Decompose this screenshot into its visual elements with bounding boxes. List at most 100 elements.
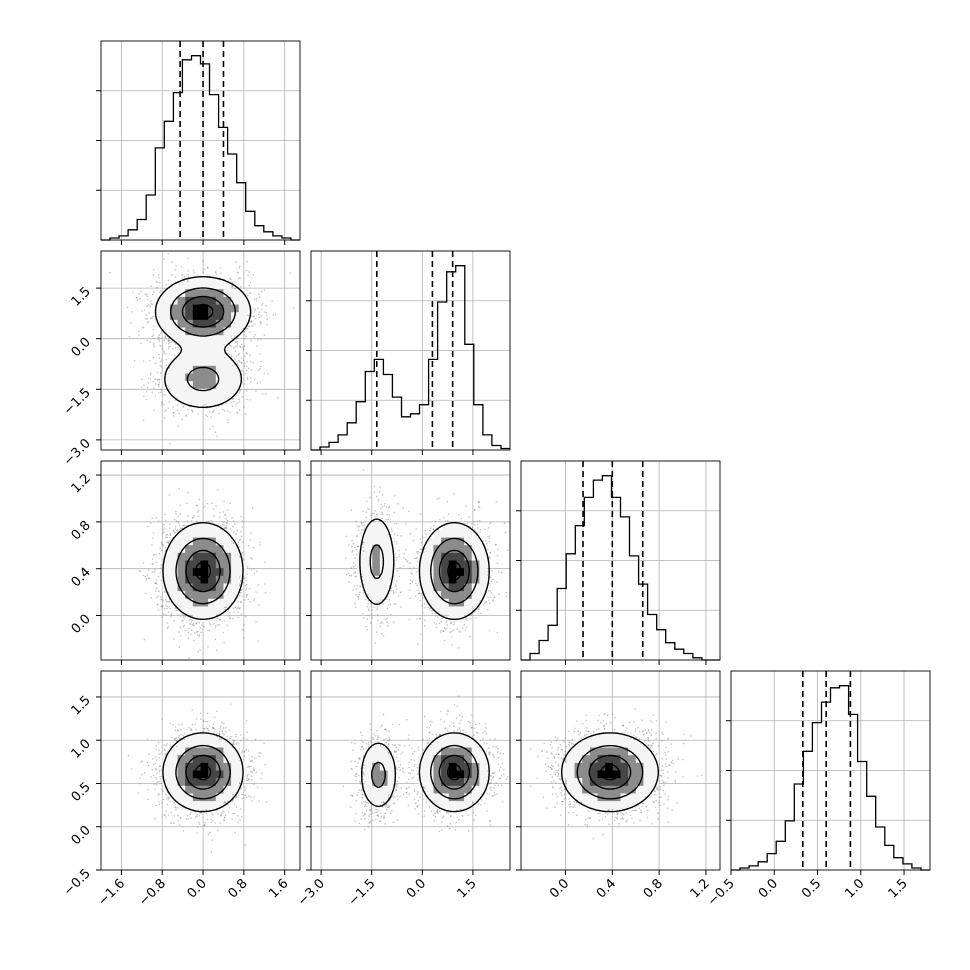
scatter-point [234, 335, 236, 338]
scatter-point [148, 577, 150, 580]
scatter-point [146, 321, 149, 324]
scatter-point [223, 525, 225, 527]
scatter-point [239, 583, 241, 586]
scatter-point [173, 620, 175, 622]
scatter-point [260, 323, 262, 325]
scatter-point [179, 524, 181, 526]
density-cell [223, 304, 232, 313]
scatter-point [219, 516, 221, 518]
scatter-point [192, 269, 195, 272]
scatter-point [233, 400, 235, 403]
density-cell [192, 273, 201, 282]
scatter-point [230, 278, 232, 281]
scatter-point [241, 595, 243, 597]
scatter-point [246, 376, 249, 379]
scatter-point [161, 604, 163, 607]
scatter-point [179, 513, 182, 515]
scatter-point [156, 371, 159, 374]
scatter-point [142, 419, 145, 422]
scatter-point [126, 306, 129, 309]
scatter-point [151, 317, 153, 319]
scatter-point [185, 414, 187, 416]
scatter-point [143, 395, 145, 398]
density-cell [200, 350, 209, 359]
scatter-point [176, 404, 179, 406]
scatter-point [258, 604, 261, 607]
scatter-point [245, 589, 247, 591]
scatter-point [144, 575, 146, 578]
panel-frame [310, 250, 511, 451]
scatter-point [157, 520, 160, 522]
scatter-point [227, 419, 229, 421]
density-cell [185, 373, 194, 382]
scatter-point [239, 390, 241, 392]
scatter-point [243, 330, 245, 333]
scatter-point [152, 562, 155, 565]
scatter-point [260, 321, 262, 323]
scatter-point [241, 396, 244, 398]
scatter-point [210, 416, 212, 419]
scatter-point [224, 527, 226, 530]
scatter-point [152, 291, 155, 293]
scatter-point [146, 305, 148, 308]
scatter-point [236, 340, 239, 343]
scatter-point [247, 544, 250, 547]
histogram-panel [726, 670, 931, 871]
scatter-point [247, 294, 249, 297]
scatter-point [165, 394, 167, 397]
density-cell [215, 335, 224, 344]
scatter-point [235, 355, 238, 358]
scatter-point [163, 350, 165, 353]
density-cell [215, 289, 224, 298]
scatter-point [204, 404, 207, 406]
scatter-point [138, 334, 140, 336]
scatter-point [253, 378, 256, 381]
scatter-point [160, 391, 162, 394]
contour-line [170, 287, 237, 392]
density-cell [223, 289, 232, 298]
scatter-point [249, 321, 251, 324]
scatter-point [182, 406, 185, 408]
density-cell [200, 335, 209, 344]
scatter-point [167, 601, 170, 603]
scatter-point [152, 409, 155, 412]
density-cell [231, 327, 240, 336]
scatter-point [236, 343, 239, 345]
scatter-point [174, 532, 176, 534]
scatter-point [253, 336, 255, 338]
scatter-point [168, 611, 170, 613]
scatter-point [219, 511, 221, 514]
scatter-point [186, 257, 189, 260]
scatter-point [149, 317, 152, 320]
scatter-point [239, 276, 241, 279]
histogram-panel [96, 40, 301, 241]
scatter-point [220, 272, 222, 274]
scatter-point [147, 525, 149, 528]
scatter-point [151, 563, 154, 565]
scatter-point [250, 557, 252, 559]
scatter-point [158, 340, 161, 342]
density-cell [215, 296, 224, 305]
density-cell [208, 319, 217, 328]
scatter-point [158, 336, 161, 339]
scatter-point [149, 340, 151, 343]
scatter-point [192, 624, 194, 626]
scatter-point [264, 311, 266, 313]
scatter-point [179, 616, 182, 618]
scatter-point [249, 354, 251, 357]
scatter-point [195, 622, 197, 625]
scatter-point [249, 377, 252, 379]
scatter-point [152, 356, 155, 359]
scatter-point [162, 523, 165, 526]
scatter-point [162, 613, 165, 615]
scatter-point [216, 624, 219, 626]
scatter-point [227, 347, 229, 349]
scatter-point [251, 558, 253, 560]
scatter-point [264, 561, 266, 563]
scatter-point [245, 352, 248, 354]
scatter-point [271, 300, 274, 302]
density-cell [223, 312, 232, 321]
scatter-point [164, 550, 166, 553]
scatter-point [135, 296, 138, 299]
density-cell [238, 304, 247, 313]
